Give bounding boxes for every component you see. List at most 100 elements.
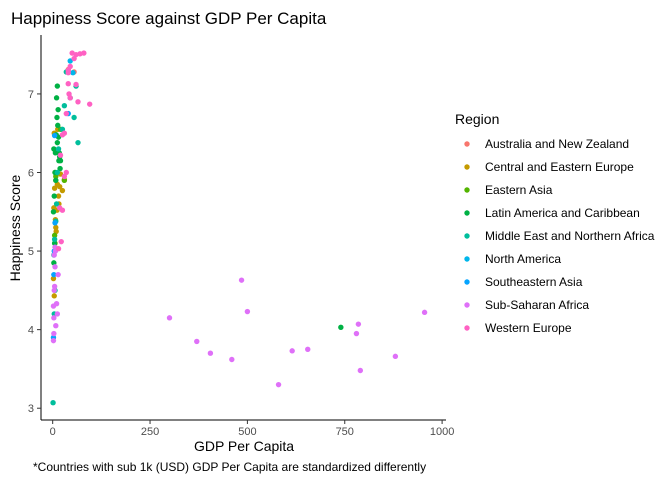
data-point xyxy=(53,323,59,329)
data-point xyxy=(56,183,63,190)
legend-key xyxy=(464,141,470,147)
data-points xyxy=(50,50,428,406)
data-point xyxy=(54,169,61,176)
data-point xyxy=(238,277,245,283)
x-tick-label: 750 xyxy=(336,426,354,438)
data-point xyxy=(52,220,58,226)
data-point xyxy=(86,101,93,107)
data-point xyxy=(53,95,60,101)
data-point xyxy=(61,177,68,184)
legend-label: Western Europe xyxy=(485,321,572,335)
data-point xyxy=(51,232,58,239)
data-point xyxy=(63,169,70,176)
legend: Region Australia and New Zealand Central … xyxy=(455,111,655,335)
legend-key xyxy=(464,210,470,216)
y-tick-label: 5 xyxy=(28,246,34,258)
data-point xyxy=(71,55,77,62)
data-point xyxy=(166,315,173,321)
data-point xyxy=(57,152,64,158)
data-point xyxy=(207,350,214,356)
data-point xyxy=(81,50,87,56)
data-point xyxy=(65,81,71,87)
legend-key xyxy=(464,325,470,331)
data-point xyxy=(75,99,81,105)
data-point xyxy=(54,83,61,89)
x-tick-label: 500 xyxy=(238,426,256,438)
x-tick-label: 1000 xyxy=(430,426,454,438)
data-point xyxy=(51,236,58,242)
data-point xyxy=(275,381,282,388)
y-tick-label: 6 xyxy=(28,168,34,180)
legend-key xyxy=(464,279,470,285)
y-tick-label: 4 xyxy=(28,325,34,337)
legend-key xyxy=(464,302,470,308)
chart-caption: *Countries with sub 1k (USD) GDP Per Cap… xyxy=(33,460,426,474)
data-point xyxy=(51,271,57,278)
data-point xyxy=(58,238,64,245)
data-point xyxy=(67,58,73,64)
legend-label: Middle East and Northern Africa xyxy=(485,229,655,243)
legend-label: Central and Eastern Europe xyxy=(485,160,634,174)
data-point xyxy=(51,252,57,258)
data-point xyxy=(421,309,428,316)
data-point xyxy=(353,330,360,337)
x-tick-label: 0 xyxy=(50,426,56,438)
y-axis-title: Happiness Score xyxy=(7,174,23,281)
data-point xyxy=(357,367,364,374)
data-point xyxy=(392,353,399,360)
y-tick-label: 7 xyxy=(28,89,34,101)
chart-title: Happiness Score against GDP Per Capita xyxy=(11,9,327,28)
y-tick-label: 3 xyxy=(28,403,34,415)
y-axis: 3 4 5 6 7 xyxy=(28,35,42,420)
data-point xyxy=(244,308,251,315)
legend-key xyxy=(464,164,470,170)
data-point xyxy=(50,337,57,344)
data-point xyxy=(51,330,57,337)
data-point xyxy=(54,139,61,146)
legend-label: Eastern Asia xyxy=(485,183,553,197)
data-point xyxy=(229,356,235,363)
data-point xyxy=(61,103,68,109)
data-point xyxy=(53,301,60,307)
legend-key xyxy=(464,187,470,193)
data-point xyxy=(355,321,362,327)
data-point xyxy=(65,67,71,74)
data-point xyxy=(59,207,66,213)
data-point xyxy=(194,338,200,345)
data-point xyxy=(75,139,81,146)
legend-label: Latin America and Caribbean xyxy=(485,206,640,220)
data-point xyxy=(57,158,64,164)
data-point xyxy=(73,81,79,88)
data-point xyxy=(54,114,60,121)
x-axis-title: GDP Per Capita xyxy=(194,438,294,454)
x-axis: 0 250 500 750 1000 xyxy=(41,419,454,438)
data-point xyxy=(51,293,57,299)
data-point xyxy=(55,122,61,129)
data-point xyxy=(53,224,59,231)
data-point xyxy=(67,95,73,101)
data-point xyxy=(51,185,58,191)
legend-key xyxy=(464,256,470,262)
data-point xyxy=(54,311,61,317)
data-point xyxy=(55,246,62,252)
legend-label: North America xyxy=(485,252,561,266)
legend-label: Southeastern Asia xyxy=(485,275,583,289)
data-point xyxy=(51,132,58,139)
data-point xyxy=(52,264,58,270)
data-point xyxy=(51,146,57,152)
data-point xyxy=(51,283,58,290)
data-point xyxy=(55,106,61,113)
data-point xyxy=(59,132,66,138)
data-point xyxy=(305,346,311,352)
data-point xyxy=(55,146,62,152)
data-point xyxy=(63,110,70,117)
data-point xyxy=(51,315,57,321)
data-point xyxy=(57,165,63,172)
data-point xyxy=(50,275,57,282)
data-point xyxy=(59,187,66,194)
data-point xyxy=(53,201,60,207)
data-point xyxy=(51,193,57,199)
data-point xyxy=(50,209,57,215)
data-point xyxy=(289,348,295,354)
